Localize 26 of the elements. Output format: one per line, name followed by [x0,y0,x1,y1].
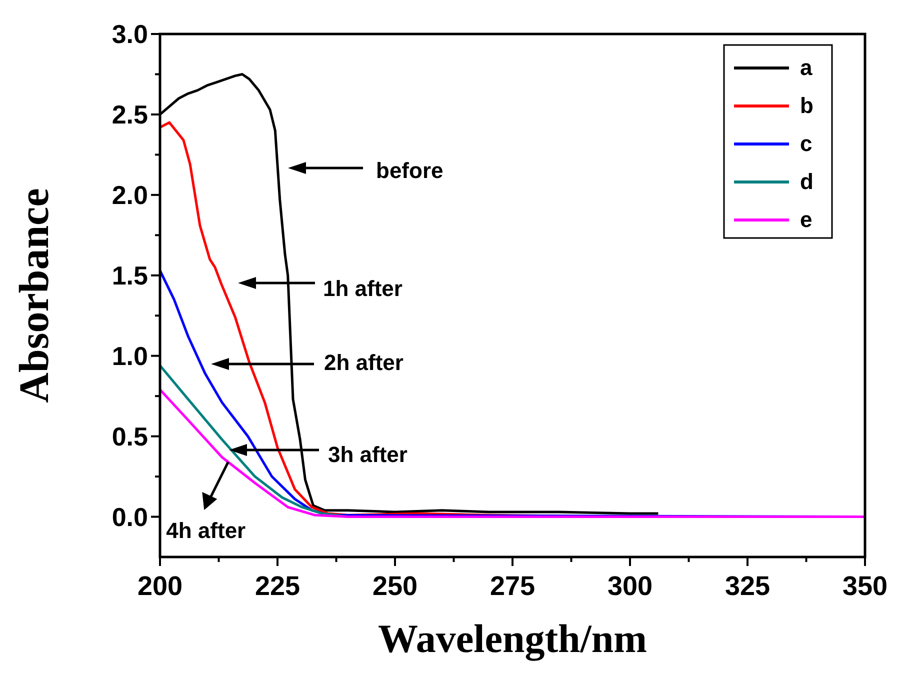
y-tick-label: 0.5 [112,421,148,452]
y-tick-label: 2.0 [112,180,148,210]
annotation: 4h after [166,518,246,544]
annotation: before [376,158,444,183]
x-tick-label: 275 [490,571,536,601]
y-tick-label: 3.0 [112,19,148,49]
legend-label: b [800,93,814,118]
legend-label: e [800,207,812,232]
annotation: 1h after [323,276,403,301]
legend-label: c [800,131,812,156]
y-tick-label: 2.5 [112,99,148,130]
legend-label: d [800,169,814,194]
y-tick-label: 1.0 [112,340,148,371]
y-tick-label: 1.5 [112,260,148,290]
x-tick-label: 225 [254,571,300,601]
annotation: 2h after [324,350,404,375]
x-tick-label: 325 [724,571,770,601]
legend-label: a [800,55,813,80]
text: 0.0 [112,502,148,532]
annotation: 3h after [328,442,408,467]
x-tick-label: 300 [607,571,653,601]
x-tick-label: 200 [137,571,183,601]
x-tick-label: 350 [842,571,888,601]
y-axis-title: Absorbance [12,188,58,403]
x-tick-label: 250 [372,571,418,601]
x-axis-title: Wavelength/nm [378,616,647,661]
